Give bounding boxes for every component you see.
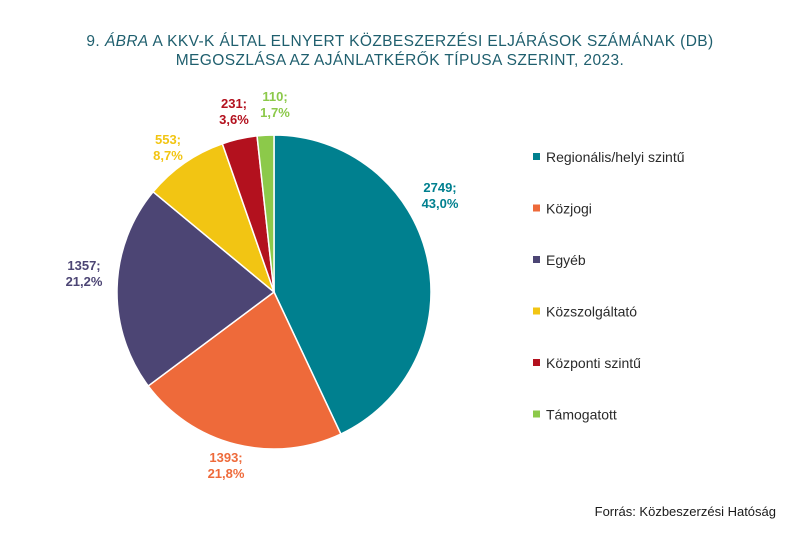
- data-label-value-1: 1393;: [209, 450, 242, 465]
- data-label-value-5: 110;: [262, 89, 287, 104]
- chart-title-line2: MEGOSZLÁSA AZ AJÁNLATKÉRŐK TÍPUSA SZERIN…: [175, 52, 625, 69]
- data-label-percent-0: 43,0%: [422, 196, 459, 211]
- data-label-2: 1357; 21,2%: [66, 258, 103, 289]
- chart-title-line1: 9. ÁBRA A KKV-K ÁLTAL ELNYERT KÖZBESZERZ…: [0, 32, 800, 51]
- pie-slice-3: [152, 142, 276, 295]
- data-label-percent-3: 8,7%: [153, 148, 183, 163]
- data-label-percent-1: 21,8%: [208, 466, 245, 481]
- title-line1-text: A KKV-K ÁLTAL ELNYERT KÖZBESZERZÉSI ELJÁ…: [152, 33, 714, 50]
- legend-swatch-0: [533, 153, 540, 160]
- chart-legend: Regionális/helyi szintű Közjogi Egyéb Közsz…: [533, 149, 685, 423]
- source-note: Forrás: Közbeszerzési Hatóság: [594, 504, 776, 519]
- data-label-0: 2749; 43,0%: [422, 180, 459, 211]
- pie-slice-5: [256, 134, 275, 293]
- data-label-percent-4: 3,6%: [219, 112, 249, 127]
- pie-slices: [116, 134, 432, 450]
- legend-label-5: Támogatott: [546, 407, 617, 423]
- data-label-3: 553; 8,7%: [153, 132, 183, 163]
- pie-slice-1: [147, 290, 342, 450]
- data-label-value-3: 553;: [155, 132, 181, 147]
- pie-slice-0: [273, 134, 432, 436]
- legend-swatch-4: [533, 359, 540, 366]
- legend-swatch-5: [533, 410, 540, 418]
- figure-number: 9.: [86, 33, 101, 50]
- data-label-1: 1393; 21,8%: [208, 450, 245, 481]
- legend-swatch-1: [533, 204, 540, 212]
- legend-label-3: Közszolgáltató: [546, 304, 637, 320]
- legend-label-4: Központi szintű: [546, 355, 641, 371]
- data-label-value-4: 231;: [221, 96, 247, 111]
- legend-swatch-3: [533, 307, 540, 315]
- data-label-percent-5: 1,7%: [260, 105, 290, 120]
- data-label-percent-2: 21,2%: [66, 274, 103, 289]
- pie-data-labels: 2749; 43,0% 1393; 21,8% 1357; 21,2% 553; 8,7% 23…: [66, 89, 459, 481]
- data-label-5: 110; 1,7%: [260, 89, 290, 120]
- legend-label-0: Regionális/helyi szintű: [546, 149, 685, 165]
- data-label-4: 231; 3,6%: [219, 96, 249, 127]
- legend-label-2: Egyéb: [546, 252, 586, 268]
- data-label-value-2: 1357;: [67, 258, 100, 273]
- data-label-value-0: 2749;: [423, 180, 456, 195]
- legend-label-1: Közjogi: [546, 201, 592, 217]
- figure-label-word: ÁBRA: [104, 33, 149, 50]
- chart-title: 9. ÁBRA A KKV-K ÁLTAL ELNYERT KÖZBESZERZ…: [0, 32, 800, 70]
- pie-slice-2: [116, 190, 276, 388]
- legend-swatch-2: [533, 256, 540, 263]
